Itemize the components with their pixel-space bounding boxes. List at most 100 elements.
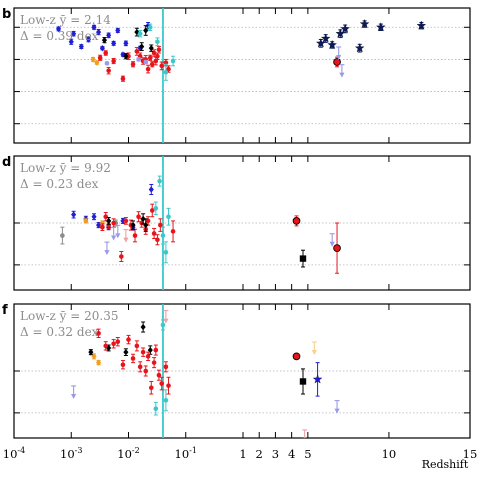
panel-letter: d (2, 155, 11, 170)
data-point (163, 364, 169, 370)
data-point (132, 233, 138, 238)
data-point (147, 24, 153, 30)
x-axis: 10-4 10-3 10-2 10-1 1 2 3 4 5 10 15 (3, 446, 478, 461)
data-point (143, 27, 149, 34)
data-point (115, 27, 121, 34)
data-point (71, 30, 77, 37)
data-point (71, 385, 77, 399)
data-point (130, 221, 136, 229)
data-point (78, 43, 84, 50)
data-point (163, 398, 169, 403)
data-point (320, 33, 331, 43)
data-point (111, 58, 116, 64)
data-point (155, 53, 160, 59)
data-point (156, 47, 162, 53)
data-point (103, 50, 109, 56)
data-point (140, 215, 146, 223)
data-point (115, 224, 121, 239)
data-point (151, 231, 157, 236)
data-point (111, 40, 117, 47)
data-point (148, 186, 154, 193)
data-point (60, 233, 65, 238)
data-point (91, 213, 97, 220)
data-point (96, 331, 101, 336)
data-point (359, 19, 370, 29)
x-tick-label: 10-4 (3, 446, 25, 461)
data-point (137, 364, 143, 370)
data-point (160, 322, 166, 328)
data-point (134, 49, 140, 54)
data-points (71, 310, 340, 438)
data-point (99, 44, 105, 52)
data-points (60, 175, 341, 274)
data-point (83, 218, 89, 224)
data-point (71, 211, 77, 218)
data-point (143, 368, 149, 374)
data-point (161, 1, 166, 6)
data-point (120, 51, 126, 58)
data-point (119, 254, 124, 259)
x-tick-label: 2 (256, 447, 263, 461)
panel-d: d Low-z ȳ = 9.92 Δ = 0.23 dex (2, 155, 471, 291)
data-point (123, 348, 129, 356)
data-point (157, 178, 162, 184)
data-point (134, 343, 140, 349)
x-tick-label: 10-3 (60, 446, 82, 461)
data-point (166, 214, 171, 220)
data-point (97, 55, 103, 61)
panel-letter: f (2, 303, 8, 318)
data-point (111, 220, 116, 226)
data-point (160, 233, 166, 238)
data-point (159, 63, 164, 69)
data-point (106, 32, 112, 39)
data-point (292, 352, 301, 361)
data-point (130, 61, 136, 67)
data-point (163, 250, 169, 255)
data-point (145, 218, 151, 224)
data-point (327, 39, 337, 50)
data-point (166, 66, 171, 72)
data-point (68, 38, 74, 45)
data-point (163, 69, 169, 75)
data-point (130, 356, 136, 361)
data-point (148, 44, 154, 52)
x-tick-label: 10 (382, 447, 397, 461)
data-point (163, 310, 169, 324)
data-point (153, 406, 159, 411)
data-point (340, 23, 350, 33)
data-point (123, 229, 129, 243)
data-point (106, 217, 112, 225)
data-point (311, 341, 317, 355)
data-point (155, 237, 160, 243)
data-point (123, 218, 129, 224)
panel-annotation: Low-z ȳ = 2.14 (20, 13, 111, 27)
data-point (143, 221, 149, 229)
data-point (155, 39, 160, 45)
data-point (151, 360, 157, 365)
data-point (100, 224, 105, 230)
data-point (158, 222, 163, 228)
data-point (302, 429, 308, 438)
data-point (336, 46, 342, 60)
x-tick-label: 5 (304, 447, 311, 461)
data-point (96, 221, 102, 229)
data-point (55, 25, 62, 33)
data-point (104, 60, 110, 66)
panel-annotation: Low-z ȳ = 9.92 (20, 161, 111, 175)
panel-b: b Low-z ȳ = 2.14 Δ = 0.39 dex (2, 1, 471, 144)
data-point (354, 43, 365, 53)
x-tick-label: 10-1 (175, 446, 197, 461)
data-point (140, 323, 146, 331)
data-point (136, 214, 141, 220)
data-point (376, 22, 386, 32)
data-point (149, 61, 155, 67)
data-point (103, 214, 109, 220)
data-point (91, 24, 97, 31)
data-point (170, 58, 176, 64)
data-point (104, 241, 110, 256)
data-point (153, 206, 159, 211)
data-points (55, 1, 427, 82)
x-axis-label: Redshift (422, 458, 469, 471)
data-point (111, 226, 117, 241)
